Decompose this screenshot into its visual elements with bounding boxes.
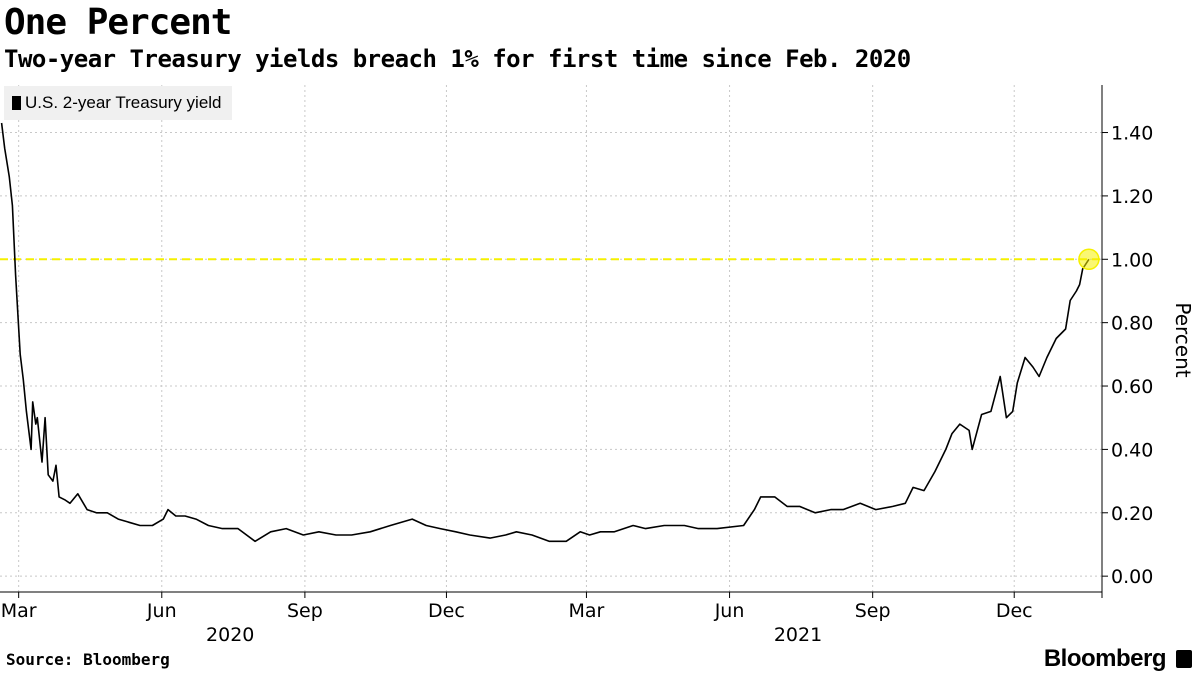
year-label: 2021 xyxy=(774,624,822,646)
breach-highlight-marker xyxy=(1078,248,1100,271)
bloomberg-chart-icon xyxy=(1176,650,1192,668)
y-tick-label: 0.40 xyxy=(1111,439,1153,461)
chart-subtitle: Two-year Treasury yields breach 1% for f… xyxy=(4,45,911,73)
x-tick-label: Dec xyxy=(428,600,465,622)
y-tick-label: 0.80 xyxy=(1111,313,1153,335)
x-tick-label: Mar xyxy=(1,600,37,622)
brand-logo-text: Bloomberg xyxy=(1043,645,1167,672)
series-layer xyxy=(0,122,1090,543)
source-note: Source: Bloomberg xyxy=(6,650,170,669)
x-tick-label: Jun xyxy=(714,600,745,622)
y-tick-label: 1.20 xyxy=(1111,186,1153,208)
x-tick-label: Jun xyxy=(146,600,177,622)
x-tick-label: Sep xyxy=(287,600,323,622)
legend: U.S. 2-year Treasury yield xyxy=(4,86,232,120)
legend-label: U.S. 2-year Treasury yield xyxy=(25,93,222,112)
legend-swatch-icon xyxy=(12,96,21,110)
y-tick-label: 0.20 xyxy=(1111,503,1153,525)
y-tick-label: 0.00 xyxy=(1111,566,1153,588)
x-tick-label: Sep xyxy=(855,600,891,622)
chart-title: One Percent xyxy=(4,2,232,43)
x-tick-label: Mar xyxy=(569,600,605,622)
x-tick-label: Dec xyxy=(996,600,1033,622)
marker-layer xyxy=(1078,248,1100,271)
year-label: 2020 xyxy=(206,624,254,646)
y-axis-title: Percent xyxy=(1171,302,1195,377)
y-tick-label: 1.40 xyxy=(1111,123,1153,145)
y-tick-label: 1.00 xyxy=(1111,249,1153,271)
y-tick-label: 0.60 xyxy=(1111,376,1153,398)
axes: 0.00 0.20 0.40 0.60 0.80 1.00 1.20 1.40 Mar Jun Se… xyxy=(0,85,1195,646)
series-line-2yr-yield xyxy=(0,122,1090,543)
